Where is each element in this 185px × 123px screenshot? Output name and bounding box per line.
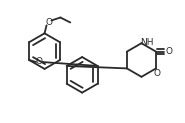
Text: NH: NH xyxy=(140,38,153,47)
Text: O: O xyxy=(36,57,43,67)
Text: O: O xyxy=(45,18,52,27)
Text: O: O xyxy=(154,69,160,78)
Text: O: O xyxy=(165,47,172,56)
